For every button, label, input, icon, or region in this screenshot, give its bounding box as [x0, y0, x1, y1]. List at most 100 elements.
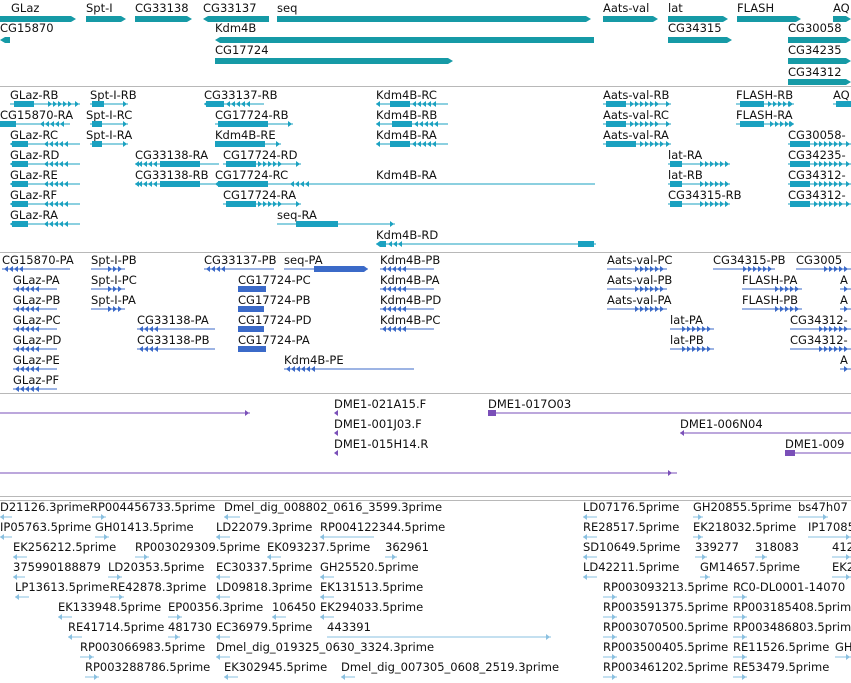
- feature-glyph[interactable]: [49, 221, 53, 227]
- feature-glyph[interactable]: [20, 386, 24, 392]
- feature-glyph[interactable]: [54, 141, 58, 147]
- feature-glyph[interactable]: [398, 241, 402, 247]
- feature-glyph[interactable]: [0, 37, 10, 43]
- feature-glyph[interactable]: [829, 161, 833, 167]
- feature-glyph[interactable]: [44, 181, 48, 187]
- feature-glyph[interactable]: [697, 346, 701, 352]
- feature-label[interactable]: RP003185408.5prime: [733, 600, 851, 614]
- feature-glyph[interactable]: [785, 286, 789, 292]
- feature-glyph[interactable]: [148, 181, 152, 187]
- feature-glyph[interactable]: [434, 121, 438, 127]
- feature-label[interactable]: 481730: [168, 620, 212, 634]
- feature-glyph[interactable]: [655, 266, 659, 272]
- feature-label[interactable]: Kdm4B-RA: [376, 168, 437, 182]
- feature-glyph[interactable]: [650, 266, 654, 272]
- feature-glyph[interactable]: [846, 141, 850, 147]
- feature-glyph[interactable]: [655, 286, 659, 292]
- feature-glyph[interactable]: [58, 614, 62, 620]
- feature-glyph[interactable]: [143, 161, 147, 167]
- feature-glyph[interactable]: [775, 121, 779, 127]
- feature-glyph[interactable]: [154, 346, 158, 352]
- feature-glyph[interactable]: [795, 286, 799, 292]
- feature-glyph[interactable]: [692, 346, 696, 352]
- feature-label[interactable]: LD20353.5prime: [108, 560, 205, 574]
- feature-glyph[interactable]: [160, 161, 200, 167]
- feature-label[interactable]: A: [840, 353, 848, 367]
- feature-glyph[interactable]: [432, 141, 436, 147]
- feature-label[interactable]: CG33137-PB: [204, 253, 277, 267]
- feature-glyph[interactable]: [25, 326, 29, 332]
- feature-glyph[interactable]: [89, 654, 93, 660]
- feature-glyph[interactable]: [824, 326, 828, 332]
- feature-label[interactable]: Spt-I-RA: [86, 128, 133, 142]
- feature-label[interactable]: RC0-DL0001-14070: [733, 580, 846, 594]
- feature-glyph[interactable]: [203, 16, 269, 22]
- feature-glyph[interactable]: [417, 141, 421, 147]
- feature-glyph[interactable]: [59, 221, 63, 227]
- feature-glyph[interactable]: [583, 554, 587, 560]
- feature-glyph[interactable]: [715, 181, 719, 187]
- feature-label[interactable]: Kdm4B-PB: [380, 253, 441, 267]
- feature-glyph[interactable]: [402, 286, 406, 292]
- feature-glyph[interactable]: [20, 326, 24, 332]
- feature-label[interactable]: CG17724-RB: [215, 108, 289, 122]
- feature-glyph[interactable]: [392, 306, 396, 312]
- feature-glyph[interactable]: [92, 141, 102, 147]
- feature-glyph[interactable]: [640, 141, 644, 147]
- feature-glyph[interactable]: [113, 266, 117, 272]
- feature-glyph[interactable]: [267, 554, 271, 560]
- feature-label[interactable]: Aats-val-RA: [603, 128, 669, 142]
- feature-glyph[interactable]: [238, 306, 264, 312]
- feature-label[interactable]: seq: [277, 1, 298, 15]
- feature-glyph[interactable]: [153, 181, 157, 187]
- feature-glyph[interactable]: [58, 101, 62, 107]
- feature-glyph[interactable]: [429, 121, 433, 127]
- feature-glyph[interactable]: [49, 161, 53, 167]
- feature-glyph[interactable]: [30, 326, 34, 332]
- feature-glyph[interactable]: [645, 306, 649, 312]
- feature-glyph[interactable]: [390, 141, 410, 147]
- feature-glyph[interactable]: [387, 306, 391, 312]
- feature-glyph[interactable]: [216, 574, 220, 580]
- feature-glyph[interactable]: [844, 346, 848, 352]
- feature-label[interactable]: LD42211.5prime: [583, 560, 680, 574]
- feature-glyph[interactable]: [154, 326, 158, 332]
- feature-glyph[interactable]: [311, 366, 315, 372]
- feature-glyph[interactable]: [108, 306, 112, 312]
- feature-glyph[interactable]: [834, 326, 838, 332]
- feature-glyph[interactable]: [278, 161, 282, 167]
- feature-glyph[interactable]: [414, 121, 418, 127]
- feature-label[interactable]: GLaz-RB: [10, 88, 59, 102]
- feature-glyph[interactable]: [397, 306, 401, 312]
- feature-glyph[interactable]: [13, 554, 17, 560]
- feature-glyph[interactable]: [763, 266, 767, 272]
- feature-glyph[interactable]: [296, 161, 300, 167]
- feature-label[interactable]: GLaz-PD: [13, 333, 62, 347]
- feature-glyph[interactable]: [640, 101, 644, 107]
- feature-glyph[interactable]: [14, 101, 34, 107]
- feature-glyph[interactable]: [698, 514, 702, 520]
- feature-label[interactable]: Aats-val-RB: [603, 88, 670, 102]
- feature-glyph[interactable]: [10, 181, 14, 187]
- feature-glyph[interactable]: [788, 79, 851, 85]
- feature-label[interactable]: Aats-val-PA: [607, 293, 672, 307]
- feature-label[interactable]: lat-RA: [668, 148, 703, 162]
- feature-glyph[interactable]: [397, 326, 401, 332]
- feature-glyph[interactable]: [635, 306, 639, 312]
- feature-label[interactable]: Kdm4B-PD: [380, 293, 442, 307]
- feature-label[interactable]: CG15870-RA: [0, 108, 74, 122]
- feature-glyph[interactable]: [35, 346, 39, 352]
- feature-glyph[interactable]: [392, 326, 396, 332]
- feature-label[interactable]: Kdm4B-PA: [380, 273, 440, 287]
- feature-glyph[interactable]: [273, 201, 277, 207]
- feature-glyph[interactable]: [612, 634, 616, 640]
- feature-glyph[interactable]: [15, 386, 19, 392]
- feature-label[interactable]: RE53479.5prime: [733, 660, 830, 674]
- feature-glyph[interactable]: [742, 594, 746, 600]
- feature-glyph[interactable]: [702, 554, 706, 560]
- feature-glyph[interactable]: [427, 101, 431, 107]
- feature-glyph[interactable]: [59, 141, 63, 147]
- feature-glyph[interactable]: [834, 161, 838, 167]
- feature-glyph[interactable]: [149, 346, 153, 352]
- feature-glyph[interactable]: [139, 346, 143, 352]
